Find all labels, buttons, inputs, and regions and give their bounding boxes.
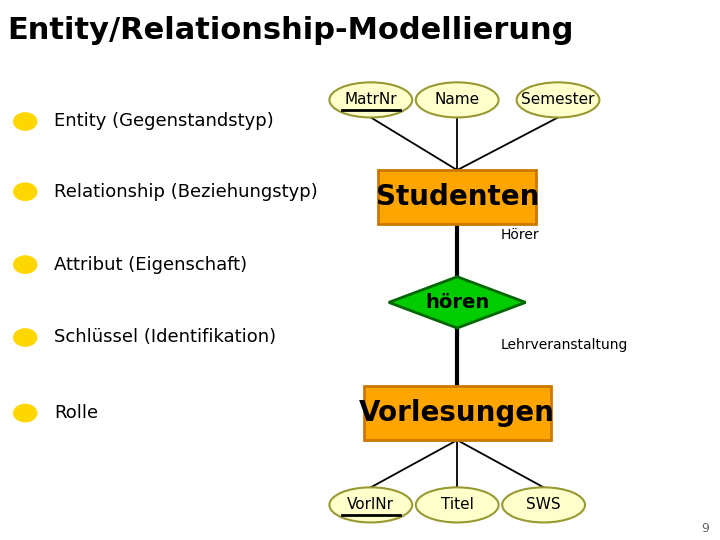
Text: Vorlesungen: Vorlesungen [359, 399, 555, 427]
Text: Titel: Titel [441, 497, 474, 512]
Ellipse shape [503, 487, 585, 523]
Text: Relationship (Beziehungstyp): Relationship (Beziehungstyp) [54, 183, 318, 201]
Text: hören: hören [425, 293, 490, 312]
Text: 9: 9 [701, 522, 709, 535]
Text: SWS: SWS [526, 497, 561, 512]
Ellipse shape [517, 82, 600, 118]
Text: Entity/Relationship-Modellierung: Entity/Relationship-Modellierung [7, 16, 574, 45]
Text: Entity (Gegenstandstyp): Entity (Gegenstandstyp) [54, 112, 274, 131]
Text: Attribut (Eigenschaft): Attribut (Eigenschaft) [54, 255, 247, 274]
Ellipse shape [416, 487, 498, 523]
Circle shape [14, 404, 37, 422]
Circle shape [14, 183, 37, 200]
Text: Schlüssel (Identifikation): Schlüssel (Identifikation) [54, 328, 276, 347]
Ellipse shape [330, 82, 412, 118]
FancyBboxPatch shape [364, 386, 551, 440]
Ellipse shape [416, 82, 498, 118]
Circle shape [14, 113, 37, 130]
Text: Rolle: Rolle [54, 404, 98, 422]
Circle shape [14, 329, 37, 346]
Ellipse shape [330, 487, 412, 523]
Text: VorlNr: VorlNr [347, 497, 395, 512]
Polygon shape [389, 276, 526, 328]
Circle shape [14, 256, 37, 273]
Text: Semester: Semester [521, 92, 595, 107]
Text: Lehrveranstaltung: Lehrveranstaltung [500, 338, 628, 352]
Text: Studenten: Studenten [376, 183, 539, 211]
Text: Hörer: Hörer [500, 228, 539, 242]
Text: Name: Name [435, 92, 480, 107]
Text: MatrNr: MatrNr [344, 92, 397, 107]
FancyBboxPatch shape [378, 170, 536, 224]
